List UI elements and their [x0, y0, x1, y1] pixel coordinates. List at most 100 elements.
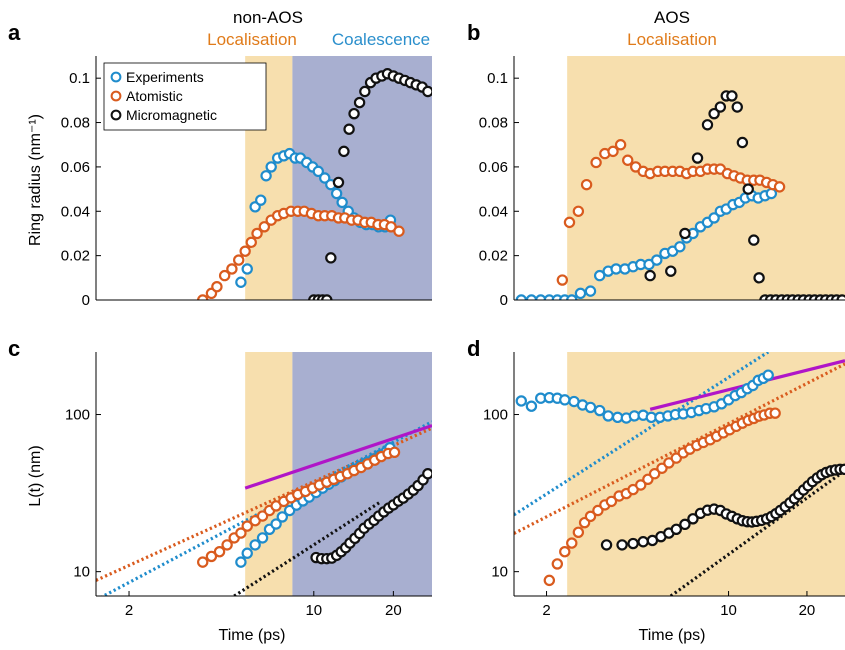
- point-experiments-a: [336, 196, 348, 209]
- point-atomistic-d: [543, 574, 556, 587]
- point-micromagnetic-d: [838, 463, 845, 476]
- y-tick-label-b: 0.06: [479, 159, 508, 176]
- panel-d-plot: 10 100 2 10 20: [483, 352, 845, 619]
- y-tick-label-d: 10: [491, 564, 508, 581]
- point-atomistic-b: [580, 178, 593, 191]
- point-atomistic-d: [566, 537, 578, 549]
- x-tick-label-c: 20: [385, 602, 402, 619]
- x-axis-label-c: Time (ps): [219, 627, 286, 644]
- point-atomistic-d: [648, 468, 661, 480]
- point-atomistic-a: [251, 227, 263, 240]
- point-atomistic-b: [607, 145, 619, 158]
- point-atomistic-a: [245, 236, 257, 249]
- point-experiments-d: [602, 410, 614, 422]
- legend-marker-micromagnetic: [110, 109, 122, 121]
- point-micromagnetic-b: [736, 136, 749, 149]
- point-micromagnetic-b: [701, 119, 714, 131]
- point-micromagnetic-b: [665, 265, 677, 277]
- point-micromagnetic-b: [708, 107, 720, 120]
- point-atomistic-b: [572, 205, 585, 217]
- point-atomistic-c: [388, 446, 401, 458]
- band-coalescence-a: [292, 56, 432, 300]
- point-experiments-a: [255, 194, 267, 206]
- panel-b-plot: 0 0.02 0.04 0.06 0.08 0.1: [479, 56, 845, 309]
- point-micromagnetic-a: [422, 85, 432, 98]
- panel-b-plot-area: [515, 56, 845, 300]
- point-micromagnetic-d: [616, 539, 628, 551]
- point-experiments-a: [260, 170, 272, 182]
- point-micromagnetic-a: [343, 123, 355, 135]
- point-atomistic-a: [393, 225, 405, 237]
- point-micromagnetic-a: [353, 96, 366, 109]
- y-tick-label-b: 0.08: [479, 115, 508, 132]
- point-micromagnetic-b: [644, 269, 656, 282]
- point-micromagnetic-b: [731, 101, 743, 113]
- panel-d-plot-area: [514, 352, 845, 596]
- y-tick-label-d: 100: [483, 407, 508, 424]
- point-atomistic-a: [211, 280, 223, 293]
- band-localisation-b: [567, 56, 845, 300]
- fit-line-dotted-atomistic-c: [96, 426, 432, 582]
- x-tick-label-d: 20: [799, 602, 816, 619]
- point-atomistic-d: [559, 545, 571, 558]
- point-micromagnetic-d: [687, 513, 699, 525]
- fit-line-solid-magenta-fit-c: [244, 424, 432, 490]
- point-atomistic-d: [572, 526, 585, 539]
- point-atomistic-a: [233, 254, 245, 266]
- point-experiments-b: [708, 212, 720, 224]
- point-atomistic-c: [205, 550, 218, 563]
- point-micromagnetic-d: [600, 539, 613, 551]
- point-atomistic-c: [235, 527, 247, 539]
- legend: Experiments Atomistic Micromagnetic: [103, 62, 267, 131]
- point-experiments-b: [584, 285, 597, 297]
- point-experiments-a: [241, 263, 253, 275]
- point-experiments-c: [235, 556, 247, 568]
- fit-line-dotted-micromagnetic-c: [233, 500, 383, 596]
- y-tick-label-a: 0.04: [61, 203, 90, 220]
- point-micromagnetic-c: [422, 468, 432, 480]
- point-atomistic-d: [584, 510, 597, 523]
- panel-a-plot-area: [197, 56, 432, 300]
- point-micromagnetic-a: [325, 252, 337, 264]
- legend-label-experiments: Experiments: [126, 69, 204, 85]
- point-micromagnetic-a: [348, 107, 360, 120]
- point-experiments-b: [574, 287, 587, 300]
- legend-box: [103, 62, 267, 131]
- x-tick-label-d: 10: [720, 602, 737, 619]
- point-atomistic-b: [773, 181, 786, 193]
- point-atomistic-d: [635, 479, 647, 491]
- point-atomistic-d: [769, 407, 781, 419]
- point-experiments-c: [270, 518, 282, 530]
- point-micromagnetic-a: [338, 145, 350, 158]
- point-atomistic-b: [622, 154, 634, 166]
- point-atomistic-b: [614, 139, 627, 151]
- point-atomistic-a: [258, 221, 271, 233]
- legend-label-atomistic: Atomistic: [126, 88, 183, 104]
- point-experiments-a: [235, 276, 247, 288]
- point-experiments-a: [265, 161, 277, 173]
- point-micromagnetic-a: [359, 85, 371, 98]
- point-experiments-a: [319, 172, 331, 184]
- panel-c-plot-area: [96, 352, 432, 596]
- point-micromagnetic-d: [627, 537, 639, 550]
- panel-c-plot: 10 100 2 10 20: [65, 352, 432, 619]
- band-label-coalescence-a: Coalescence: [332, 30, 430, 49]
- point-atomistic-d: [592, 504, 604, 517]
- point-atomistic-d: [605, 495, 618, 508]
- point-micromagnetic-b: [742, 183, 754, 195]
- y-axis-label-a: Ring radius (nm⁻¹): [27, 114, 44, 246]
- point-experiments-c: [241, 547, 253, 559]
- point-micromagnetic-d: [670, 523, 683, 536]
- point-atomistic-d: [551, 558, 564, 570]
- band-label-localisation-b: Localisation: [627, 30, 717, 49]
- y-tick-label-b: 0.1: [487, 70, 508, 87]
- point-experiments-d: [559, 394, 571, 406]
- point-experiments-a: [312, 165, 324, 178]
- band-localisation-d: [567, 352, 845, 596]
- y-tick-label-c: 100: [65, 407, 90, 424]
- point-atomistic-c: [213, 545, 226, 558]
- point-atomistic-c: [221, 539, 233, 551]
- heading-aos: AOS: [654, 8, 690, 27]
- point-experiments-d: [525, 400, 538, 412]
